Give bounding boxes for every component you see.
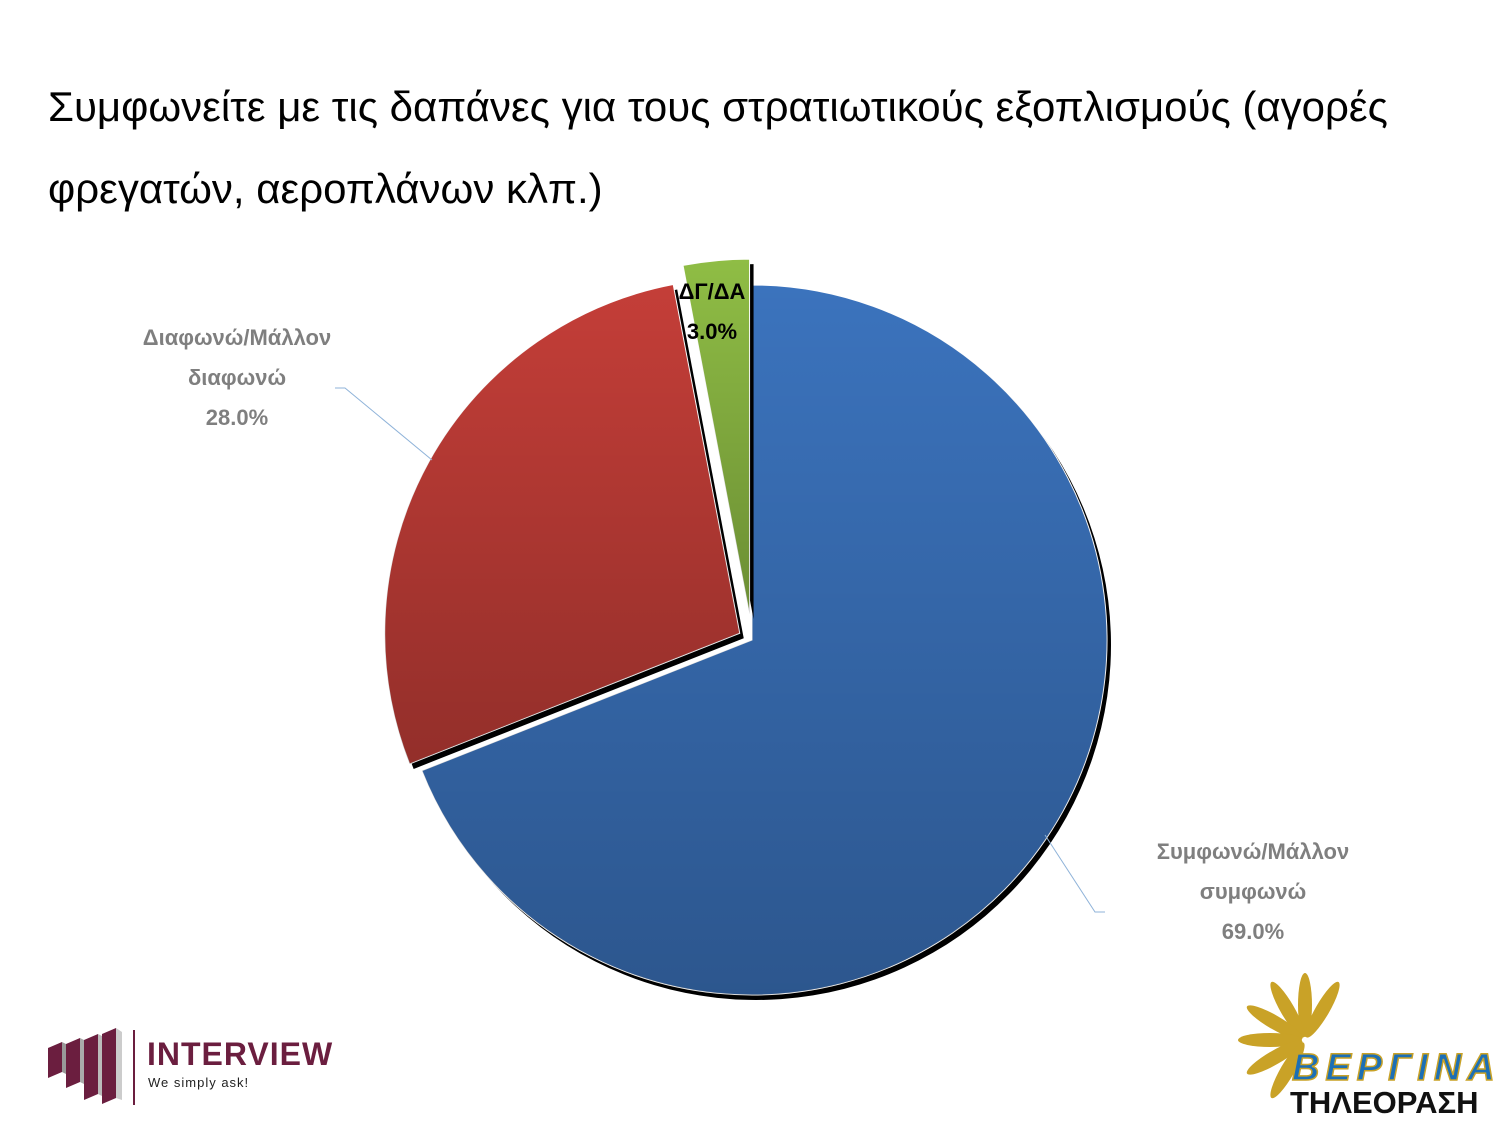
label-name: Συμφωνώ/Μάλλον συμφωνώ [1156,839,1350,904]
logo-name: INTERVIEW [147,1036,334,1072]
label-value: 69.0% [1221,919,1285,944]
data-label: Διαφωνώ/Μάλλον διαφωνώ 28.0% [117,318,357,438]
label-name: ΔΓ/ΔΑ [678,279,746,304]
logo-subtitle: ΤΗΛΕΟΡΑΣΗ [1290,1085,1479,1120]
slice-shade [683,259,750,615]
leader-line [335,387,433,461]
slice-shade [421,285,1108,995]
logo-tagline: We simply ask! [148,1075,250,1090]
pie [384,258,1112,1000]
logo-name: ΒΕΡΓΙΝΑ [1291,1046,1500,1090]
label-value: 3.0% [686,319,738,344]
label-value: 28.0% [205,405,269,430]
label-name: Διαφωνώ/Μάλλον διαφωνώ [142,325,332,390]
vergina-sun [1238,973,1340,1099]
data-label: Συμφωνώ/Μάλλον συμφωνώ 69.0% [1133,832,1373,952]
interview-icon [48,1028,135,1105]
slice-shade [384,284,740,764]
chart-title: Συμφωνείτε με τις δαπάνες για τους στρατ… [48,83,1388,212]
data-label: ΔΓ/ΔΑ 3.0% [662,272,762,352]
leader-line [1044,834,1105,913]
